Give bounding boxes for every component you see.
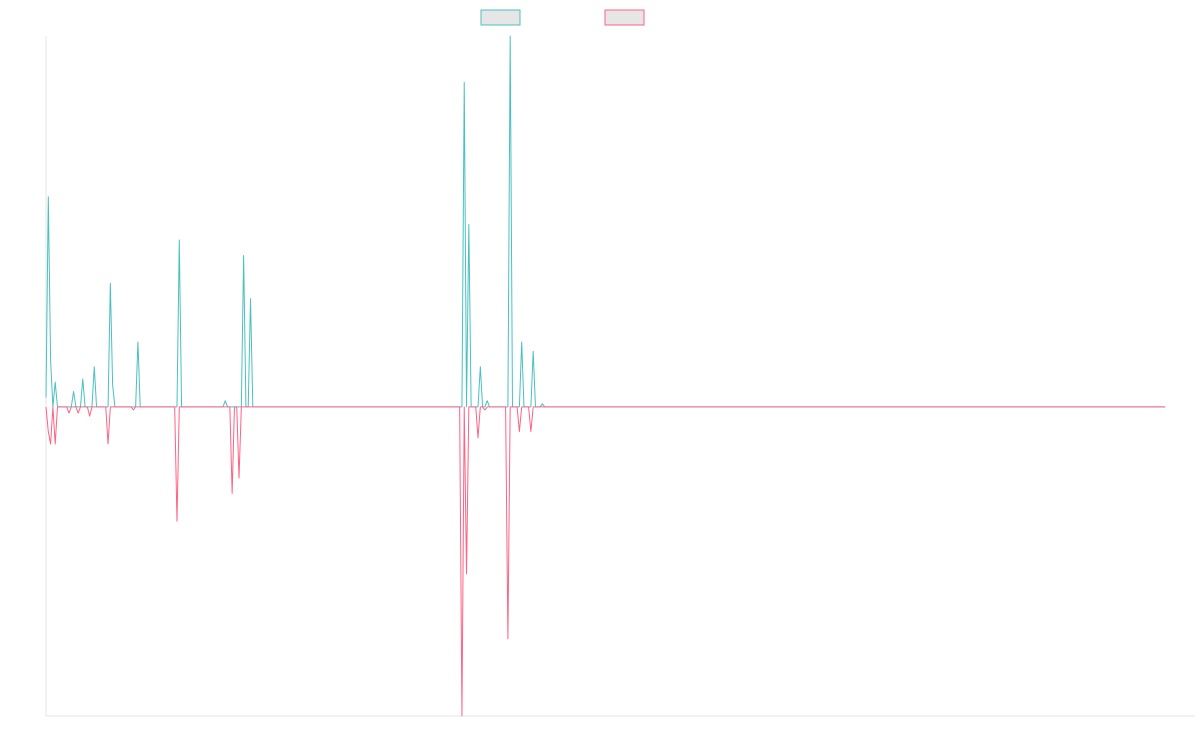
legend — [480, 9, 645, 26]
series-line-1[interactable] — [45, 35, 1166, 408]
legend-swatch-2[interactable] — [604, 9, 645, 26]
series-line-2[interactable] — [45, 406, 1166, 717]
series-layer — [45, 35, 1166, 717]
legend-swatch-1[interactable] — [480, 9, 521, 26]
